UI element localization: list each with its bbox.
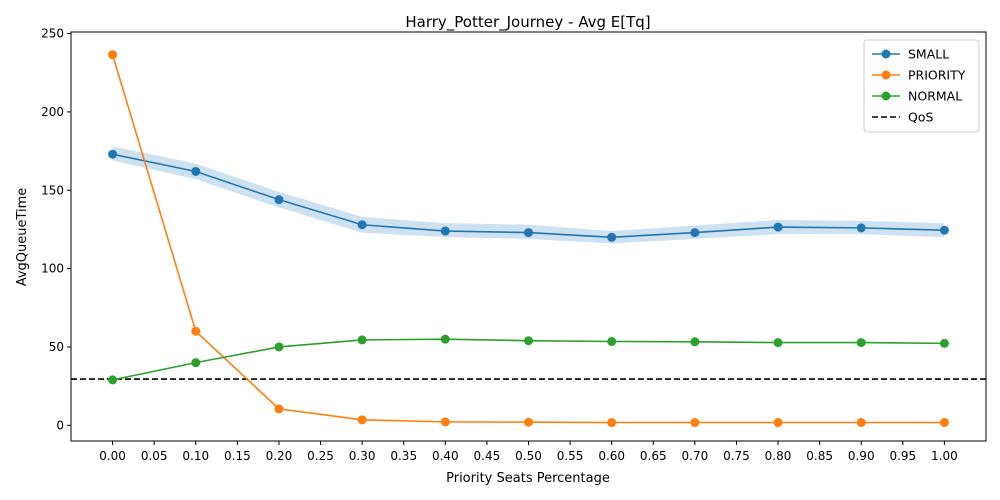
y-tick-label: 50 xyxy=(49,340,64,354)
data-point-small xyxy=(690,228,700,238)
data-point-normal xyxy=(524,336,533,346)
data-point-priority xyxy=(274,404,284,414)
confidence-bands xyxy=(112,146,945,244)
legend-entry-qos: QoS xyxy=(872,110,933,125)
data-point-normal xyxy=(274,342,284,352)
legend-label: PRIORITY xyxy=(908,68,966,83)
data-point-small xyxy=(357,220,367,230)
data-point-small xyxy=(524,228,533,238)
data-point-small xyxy=(191,166,201,176)
data-point-normal xyxy=(357,335,367,345)
data-point-normal xyxy=(108,375,118,385)
data-point-priority xyxy=(191,326,201,336)
legend-entry-normal: NORMAL xyxy=(872,89,962,104)
legend: SMALL PRIORITY NORMAL QoS xyxy=(863,39,980,133)
data-point-small xyxy=(440,226,450,236)
data-point-priority xyxy=(939,418,949,428)
legend-entry-priority: PRIORITY xyxy=(872,68,966,83)
data-point-small xyxy=(108,149,118,159)
legend-swatch-marker xyxy=(881,91,891,101)
x-axis-ticks: 0.00 0.05 0.10 0.15 0.20 0.25 0.30 0.35 0.40 0.45… xyxy=(99,441,958,463)
y-tick-label: 250 xyxy=(41,27,64,41)
data-point-small xyxy=(274,195,284,205)
data-point-priority xyxy=(773,418,783,428)
x-tick-label: 0.55 xyxy=(557,449,584,463)
y-tick-label: 150 xyxy=(41,183,64,197)
x-tick-label: 0.15 xyxy=(224,449,251,463)
data-point-priority xyxy=(856,418,866,428)
series-points xyxy=(108,50,949,428)
y-axis-ticks: 0 50 100 150 200 250 xyxy=(41,27,71,432)
data-point-normal xyxy=(607,336,617,346)
x-tick-label: 0.75 xyxy=(723,449,750,463)
data-point-small xyxy=(773,222,783,232)
x-tick-label: 0.80 xyxy=(765,449,792,463)
legend-label: SMALL xyxy=(908,47,949,62)
data-point-priority xyxy=(524,417,533,427)
band-small xyxy=(112,146,945,244)
x-tick-label: 0.30 xyxy=(349,449,376,463)
data-point-small xyxy=(939,225,949,235)
x-tick-label: 0.95 xyxy=(889,449,916,463)
x-tick-label: 0.65 xyxy=(640,449,667,463)
legend-entry-small: SMALL xyxy=(872,47,949,62)
x-tick-label: 0.05 xyxy=(141,449,168,463)
x-tick-label: 0.70 xyxy=(682,449,709,463)
x-axis-label: Priority Seats Percentage xyxy=(446,471,610,486)
y-axis-label: AvgQueueTime xyxy=(15,188,30,287)
data-point-priority xyxy=(607,418,617,428)
x-tick-label: 0.00 xyxy=(99,449,126,463)
x-tick-label: 0.10 xyxy=(182,449,209,463)
data-point-normal xyxy=(440,334,450,344)
x-tick-label: 0.35 xyxy=(390,449,417,463)
y-tick-label: 200 xyxy=(41,105,64,119)
x-tick-label: 1.00 xyxy=(931,449,958,463)
chart-title: Harry_Potter_Journey - Avg E[Tq] xyxy=(405,13,650,32)
data-point-normal xyxy=(191,358,201,368)
legend-box xyxy=(863,39,980,133)
legend-label: NORMAL xyxy=(908,89,962,104)
x-tick-label: 0.60 xyxy=(598,449,625,463)
legend-swatch-marker xyxy=(881,49,891,59)
x-tick-label: 0.40 xyxy=(432,449,459,463)
data-point-priority xyxy=(440,417,450,427)
data-point-normal xyxy=(690,337,700,347)
data-point-small xyxy=(607,232,617,242)
x-tick-label: 0.85 xyxy=(806,449,833,463)
series-line-normal xyxy=(112,338,945,381)
data-point-normal xyxy=(856,338,866,348)
x-tick-label: 0.45 xyxy=(474,449,501,463)
data-point-priority xyxy=(357,415,367,425)
x-tick-label: 0.50 xyxy=(515,449,542,463)
legend-label: QoS xyxy=(908,110,933,125)
legend-swatch-marker xyxy=(881,70,891,80)
data-point-small xyxy=(856,223,866,233)
data-point-normal xyxy=(939,338,949,348)
data-point-normal xyxy=(773,338,783,348)
x-tick-label: 0.25 xyxy=(307,449,334,463)
data-point-priority xyxy=(108,50,118,60)
y-tick-label: 0 xyxy=(56,418,64,432)
x-tick-label: 0.90 xyxy=(848,449,875,463)
y-tick-label: 100 xyxy=(41,262,64,276)
x-tick-label: 0.20 xyxy=(266,449,293,463)
data-point-priority xyxy=(690,418,700,428)
